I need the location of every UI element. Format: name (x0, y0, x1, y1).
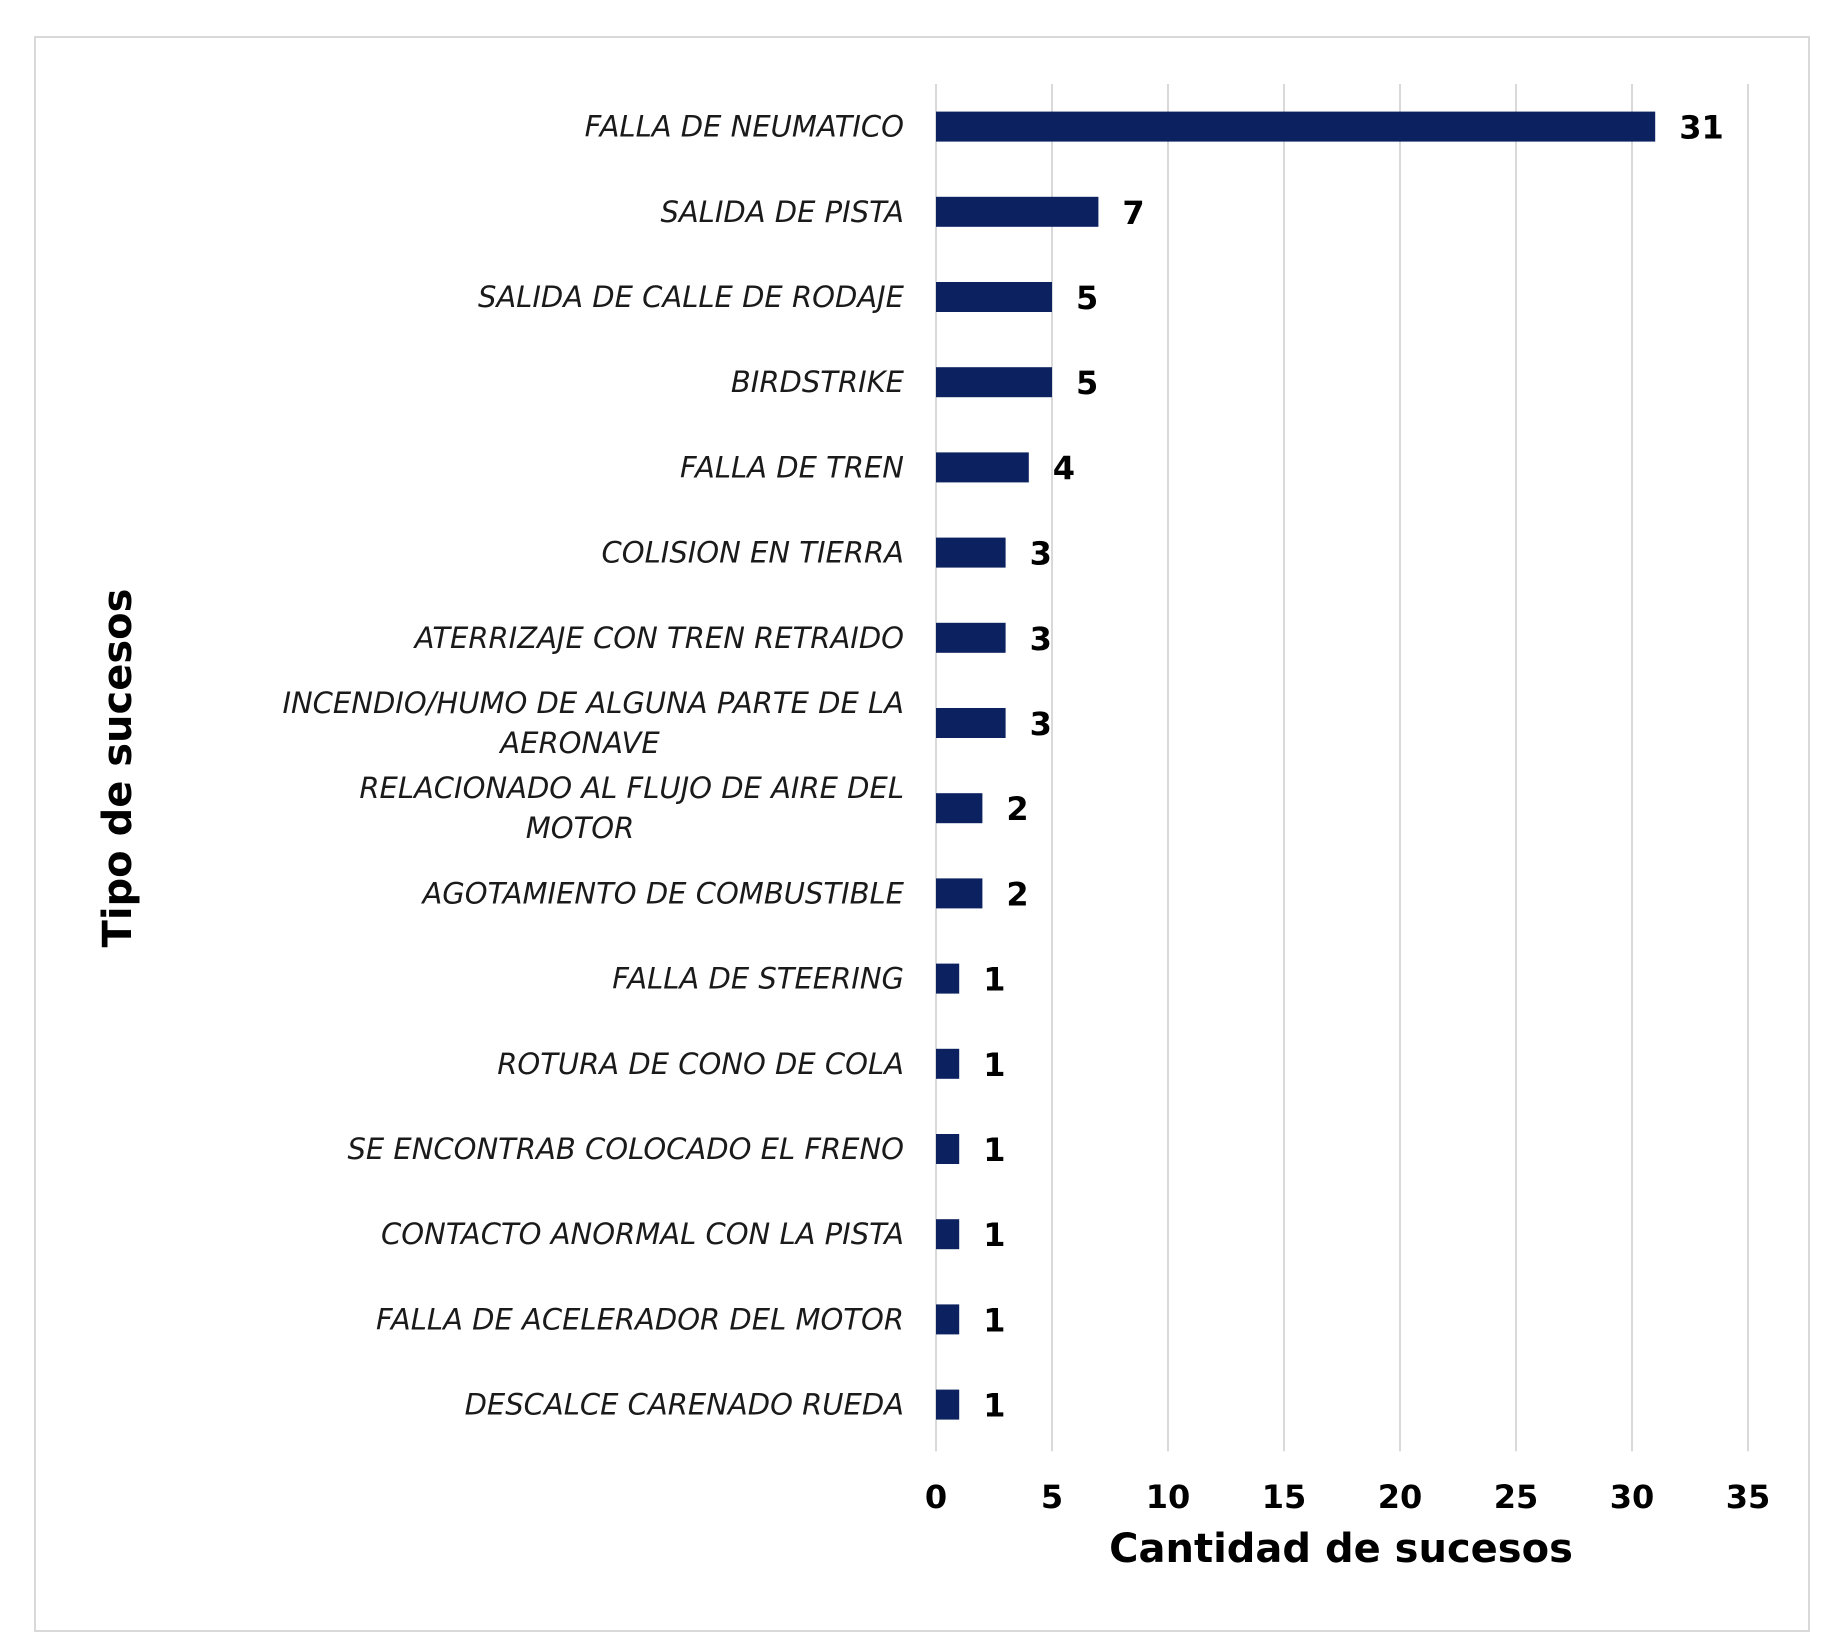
data-label: 3 (1030, 535, 1052, 573)
bar (936, 878, 983, 909)
category-label: SALIDA DE PISTA (660, 195, 904, 229)
category-label: FALLA DE STEERING (612, 962, 904, 996)
bar (936, 367, 1052, 398)
category-label: CONTACTO ANORMAL CON LA PISTA (381, 1217, 904, 1251)
bar (936, 963, 960, 994)
bar (936, 452, 1029, 483)
data-label: 1 (983, 1046, 1005, 1084)
data-label: 5 (1076, 279, 1098, 317)
data-label: 1 (983, 1131, 1005, 1169)
bar (936, 1219, 960, 1250)
x-tick-label: 30 (1610, 1478, 1655, 1516)
data-label: 3 (1030, 705, 1052, 743)
bar (936, 793, 983, 824)
x-tick-label: 5 (1041, 1478, 1063, 1516)
bars (936, 111, 1656, 1420)
chart-frame (34, 36, 1810, 1632)
data-labels: 31 7 5 5 4 3 3 3 2 2 1 1 1 1 1 1 (983, 109, 1724, 1425)
category-label: AGOTAMIENTO DE COMBUSTIBLE (420, 876, 904, 910)
category-label: BIRDSTRIKE (731, 365, 905, 399)
data-label: 2 (1006, 875, 1028, 913)
bar (936, 282, 1052, 312)
category-label: FALLA DE NEUMATICO (585, 110, 904, 144)
data-label: 1 (983, 961, 1005, 999)
data-label: 1 (983, 1216, 1005, 1254)
bar (936, 1389, 960, 1420)
data-label: 1 (983, 1387, 1005, 1425)
bar (936, 1304, 960, 1335)
data-label: 7 (1122, 194, 1144, 232)
category-label: FALLA DE TREN (680, 450, 904, 484)
category-label: COLISION EN TIERRA (602, 536, 904, 570)
x-tick-label: 10 (1146, 1478, 1191, 1516)
x-tick-label: 15 (1262, 1478, 1307, 1516)
bar (936, 537, 1006, 568)
category-labels: FALLA DE NEUMATICO SALIDA DE PISTA SALIDA … (282, 110, 904, 1422)
data-label: 2 (1006, 790, 1028, 828)
data-label: 3 (1030, 620, 1052, 658)
category-label: FALLA DE ACELERADOR DEL MOTOR (376, 1302, 904, 1336)
bar (936, 1134, 960, 1164)
category-label: DESCALCE CARENADO RUEDA (465, 1388, 904, 1422)
bar (936, 111, 1656, 142)
y-axis-title: Tipo de sucesos (95, 589, 141, 948)
data-label: 31 (1679, 109, 1724, 147)
x-tick-label: 20 (1378, 1478, 1423, 1516)
category-label: ATERRIZAJE CON TREN RETRAIDO (413, 621, 904, 655)
category-label: RELACIONADO AL FLUJO DE AIRE DEL MOTOR (359, 771, 904, 845)
category-label: ROTURA DE CONO DE COLA (497, 1047, 904, 1081)
bar (936, 1048, 960, 1079)
x-tick-label: 25 (1494, 1478, 1539, 1516)
category-label: SE ENCONTRAB COLOCADO EL FRENO (347, 1132, 904, 1166)
x-axis-title: Cantidad de sucesos (1109, 1526, 1573, 1572)
data-label: 4 (1053, 449, 1075, 487)
bar (936, 196, 1099, 227)
data-label: 1 (983, 1301, 1005, 1339)
gridlines (935, 84, 1749, 1452)
category-label: SALIDA DE CALLE DE RODAJE (478, 280, 905, 314)
data-label: 5 (1076, 364, 1098, 402)
x-tick-labels: 0 5 10 15 20 25 30 35 (925, 1478, 1770, 1516)
x-tick-label: 35 (1726, 1478, 1771, 1516)
bar (936, 708, 1006, 738)
bar (936, 622, 1006, 653)
category-label: INCENDIO/HUMO DE ALGUNA PARTE DE LA AERON… (282, 686, 904, 760)
x-tick-label: 0 (925, 1478, 947, 1516)
